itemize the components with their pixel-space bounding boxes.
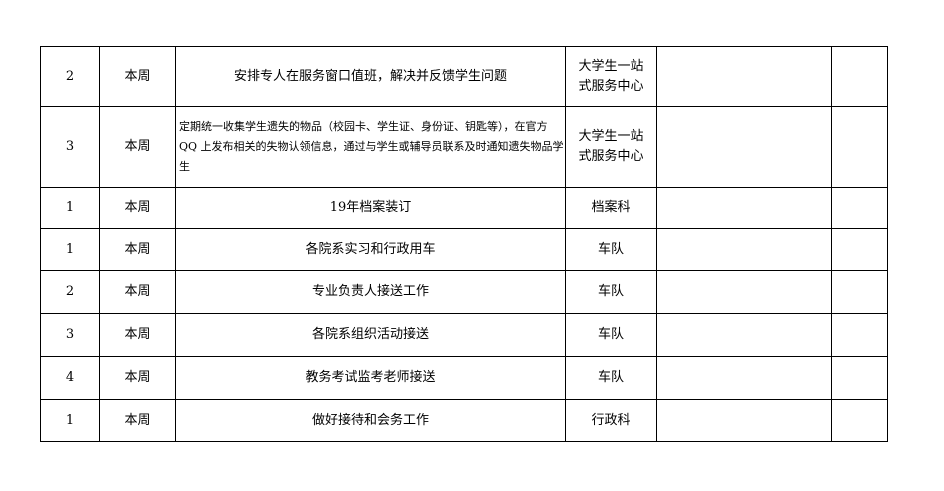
task-cell: 专业负责人接送工作	[175, 270, 566, 314]
row-number: 1	[40, 187, 100, 229]
department-cell: 车队	[565, 356, 657, 400]
work-plan-table: 2 本周 安排专人在服务窗口值班，解决并反馈学生问题 大学生一站式服务中心 3 本周 定期统…	[40, 46, 888, 442]
row-number: 2	[40, 270, 100, 314]
empty-cell	[656, 106, 832, 188]
empty-cell	[656, 399, 832, 442]
task-cell: 做好接待和会务工作	[175, 399, 566, 442]
empty-cell	[656, 270, 832, 314]
empty-cell	[831, 228, 888, 271]
table-row: 3 本周 各院系组织活动接送 车队	[40, 313, 888, 357]
department-cell: 行政科	[565, 399, 657, 442]
period-cell: 本周	[99, 228, 176, 271]
empty-cell	[656, 313, 832, 357]
department-cell: 档案科	[565, 187, 657, 229]
empty-cell	[831, 187, 888, 229]
empty-cell	[831, 399, 888, 442]
row-number: 2	[40, 46, 100, 107]
row-number: 3	[40, 313, 100, 357]
table-row: 1 本周 19年档案装订 档案科	[40, 187, 888, 229]
row-number: 3	[40, 106, 100, 188]
table-row: 2 本周 专业负责人接送工作 车队	[40, 270, 888, 314]
empty-cell	[656, 46, 832, 107]
empty-cell	[831, 106, 888, 188]
period-cell: 本周	[99, 187, 176, 229]
row-number: 1	[40, 228, 100, 271]
period-cell: 本周	[99, 270, 176, 314]
task-cell: 安排专人在服务窗口值班，解决并反馈学生问题	[175, 46, 566, 107]
empty-cell	[831, 356, 888, 400]
period-cell: 本周	[99, 313, 176, 357]
table-row: 2 本周 安排专人在服务窗口值班，解决并反馈学生问题 大学生一站式服务中心	[40, 46, 888, 107]
task-cell: 各院系实习和行政用车	[175, 228, 566, 271]
table-row: 4 本周 教务考试监考老师接送 车队	[40, 356, 888, 400]
empty-cell	[656, 356, 832, 400]
task-cell: 定期统一收集学生遗失的物品（校园卡、学生证、身份证、钥匙等），在官方 QQ 上发…	[175, 106, 566, 188]
table-row: 1 本周 做好接待和会务工作 行政科	[40, 399, 888, 442]
department-cell: 大学生一站式服务中心	[565, 106, 657, 188]
period-cell: 本周	[99, 399, 176, 442]
empty-cell	[656, 187, 832, 229]
department-cell: 车队	[565, 228, 657, 271]
department-cell: 车队	[565, 313, 657, 357]
row-number: 1	[40, 399, 100, 442]
period-cell: 本周	[99, 106, 176, 188]
period-cell: 本周	[99, 46, 176, 107]
empty-cell	[831, 46, 888, 107]
task-cell: 各院系组织活动接送	[175, 313, 566, 357]
task-cell: 教务考试监考老师接送	[175, 356, 566, 400]
empty-cell	[656, 228, 832, 271]
task-cell: 19年档案装订	[175, 187, 566, 229]
period-cell: 本周	[99, 356, 176, 400]
table-row: 3 本周 定期统一收集学生遗失的物品（校园卡、学生证、身份证、钥匙等），在官方 QQ…	[40, 106, 888, 188]
empty-cell	[831, 270, 888, 314]
department-cell: 车队	[565, 270, 657, 314]
department-cell: 大学生一站式服务中心	[565, 46, 657, 107]
empty-cell	[831, 313, 888, 357]
table-row: 1 本周 各院系实习和行政用车 车队	[40, 228, 888, 271]
row-number: 4	[40, 356, 100, 400]
